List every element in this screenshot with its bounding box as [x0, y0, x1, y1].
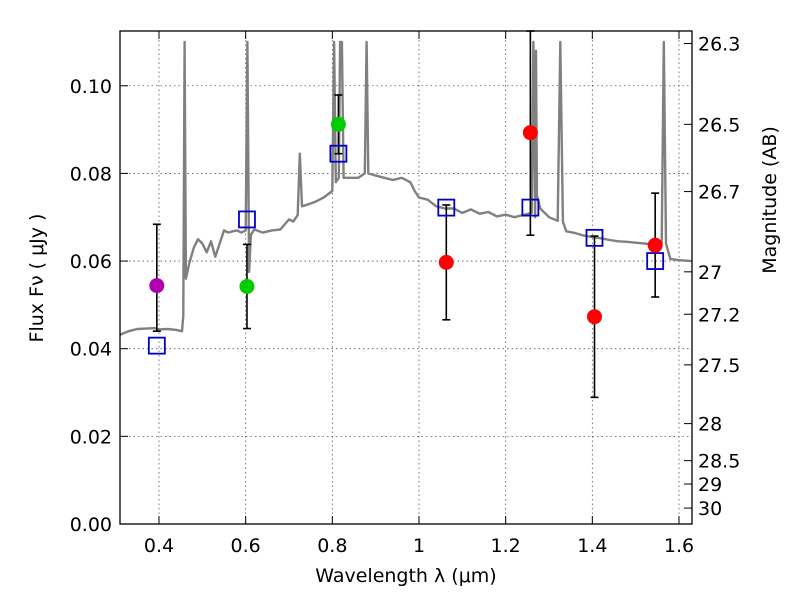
- x-tick-label: 1.6: [664, 535, 694, 557]
- right-tick-label: 26.3: [698, 33, 740, 55]
- y-tick-label: 0.08: [70, 163, 112, 185]
- right-tick-label: 27.2: [698, 304, 740, 326]
- observed-point: [522, 125, 538, 141]
- x-tick-label: 1: [413, 535, 425, 557]
- x-tick-label: 0.8: [317, 535, 347, 557]
- model-sed-line: [120, 40, 692, 336]
- y-tick-label: 0.02: [70, 426, 112, 448]
- right-tick-label: 26.7: [698, 182, 740, 204]
- x-tick-label: 0.6: [231, 535, 261, 557]
- plot-frame: [119, 30, 693, 525]
- y-axis-left: 0.00 0.02 0.04 0.06 0.08 0.10: [70, 76, 128, 536]
- right-tick-label: 27: [698, 262, 722, 284]
- model-photometry-square: [646, 252, 665, 270]
- x-tick-label: 1.4: [577, 535, 607, 557]
- observed-point: [149, 278, 165, 294]
- observed-point: [647, 237, 663, 253]
- observed-point: [239, 278, 255, 294]
- right-axis-title: Magnitude (AB): [759, 126, 781, 274]
- right-tick-label: 29: [698, 474, 722, 496]
- y-tick-label: 0.06: [70, 251, 112, 273]
- grid-lines: [120, 31, 692, 524]
- x-tick-label: 0.4: [144, 535, 174, 557]
- x-tick-label: 1.2: [491, 535, 521, 557]
- y-tick-label: 0.10: [70, 76, 112, 98]
- model-photometry-square: [147, 336, 166, 355]
- right-tick-label: 26.5: [698, 114, 740, 136]
- observed-point: [438, 254, 454, 270]
- y-tick-label: 0.00: [70, 514, 112, 536]
- plot-background: [120, 31, 692, 524]
- markers: [147, 30, 665, 399]
- model-photometry-square: [329, 144, 348, 163]
- model-photometry-square: [437, 198, 456, 217]
- x-axis-title: Wavelength λ (μm): [315, 565, 496, 587]
- model-photometry-square: [521, 198, 540, 217]
- right-tick-label: 27.5: [698, 355, 740, 377]
- model-photometry-square: [238, 210, 256, 229]
- y-axis-title: Flux Fν ( μJy ): [26, 214, 48, 343]
- right-tick-label: 30: [698, 498, 722, 520]
- x-axis: 0.4 0.6 0.8 1 1.2 1.4 1.6: [144, 31, 694, 557]
- right-tick-label: 28.5: [698, 451, 740, 473]
- observed-point: [330, 116, 346, 132]
- right-tick-label: 28: [698, 414, 722, 436]
- model-photometry-square: [585, 228, 604, 247]
- plot-area: [120, 40, 692, 336]
- y-tick-label: 0.04: [70, 339, 112, 361]
- observed-point: [587, 309, 602, 325]
